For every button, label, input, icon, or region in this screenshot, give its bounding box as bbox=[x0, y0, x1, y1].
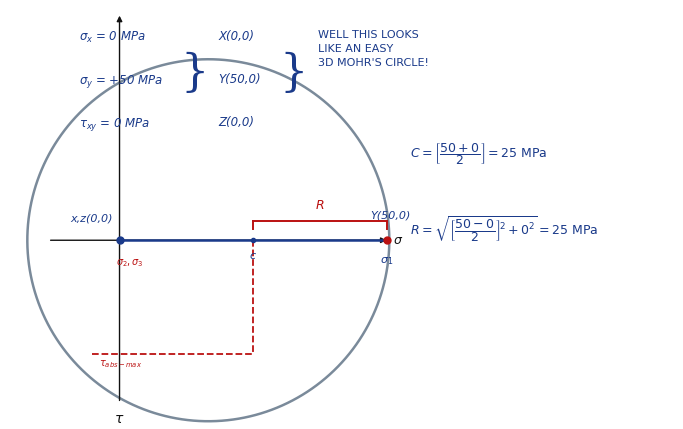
Text: $\sigma_2,\sigma_3$: $\sigma_2,\sigma_3$ bbox=[116, 257, 144, 269]
Text: R: R bbox=[316, 199, 324, 212]
Text: c: c bbox=[250, 251, 255, 261]
Text: $R = \sqrt{\left[\dfrac{50-0}{2}\right]^{\!2} + 0^2} = 25\ \mathrm{MPa}$: $R = \sqrt{\left[\dfrac{50-0}{2}\right]^… bbox=[410, 214, 598, 244]
Text: $\tau$: $\tau$ bbox=[114, 412, 125, 426]
Text: $\sigma_1$: $\sigma_1$ bbox=[380, 255, 393, 267]
Text: $\tau_{abs-max}$: $\tau_{abs-max}$ bbox=[99, 358, 142, 370]
Text: X(0,0): X(0,0) bbox=[219, 30, 255, 43]
Text: $\tau_{xy}$ = 0 MPa: $\tau_{xy}$ = 0 MPa bbox=[79, 116, 150, 133]
Text: $C = \left[\dfrac{50+0}{2}\right] = 25\ \mathrm{MPa}$: $C = \left[\dfrac{50+0}{2}\right] = 25\ … bbox=[410, 142, 547, 167]
Text: $\sigma_y$ = +50 MPa: $\sigma_y$ = +50 MPa bbox=[79, 73, 163, 90]
Text: $\sigma$: $\sigma$ bbox=[393, 234, 403, 247]
Text: Z(0,0): Z(0,0) bbox=[219, 116, 255, 129]
Text: Y(50,0): Y(50,0) bbox=[219, 73, 261, 86]
Text: x,z(0,0): x,z(0,0) bbox=[70, 213, 113, 223]
Text: $\sigma_x$ = 0 MPa: $\sigma_x$ = 0 MPa bbox=[79, 30, 145, 45]
Text: WELL THIS LOOKS
LIKE AN EASY
3D MOHR'S CIRCLE!: WELL THIS LOOKS LIKE AN EASY 3D MOHR'S C… bbox=[318, 30, 428, 68]
Text: }: } bbox=[180, 51, 209, 94]
Text: Y(50,0): Y(50,0) bbox=[370, 211, 410, 221]
Text: }: } bbox=[279, 51, 308, 94]
